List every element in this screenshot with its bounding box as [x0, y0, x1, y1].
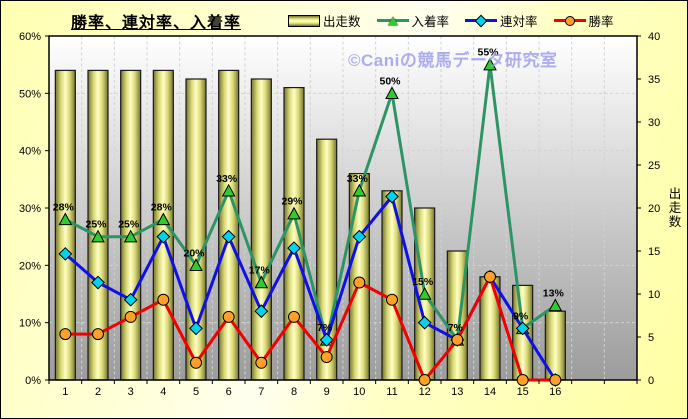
circle-line-icon	[553, 14, 586, 27]
svg-text:9%: 9%	[513, 310, 529, 322]
legend-label-win-rate: 勝率	[588, 15, 614, 29]
svg-text:出: 出	[669, 187, 682, 201]
svg-text:20%: 20%	[19, 260, 41, 272]
svg-text:55%: 55%	[477, 47, 499, 59]
svg-text:29%: 29%	[281, 196, 303, 208]
svg-text:0: 0	[648, 375, 654, 387]
svg-text:15: 15	[517, 386, 529, 398]
svg-text:25%: 25%	[85, 219, 107, 231]
svg-text:28%: 28%	[151, 202, 173, 214]
svg-text:25: 25	[648, 160, 660, 172]
svg-text:33%: 33%	[216, 173, 238, 185]
legend-label-quinella-rate: 連対率	[500, 15, 538, 29]
svg-text:30: 30	[648, 117, 660, 129]
right-axis-labels: 0 5 10 15 20 25 30 35 40	[648, 31, 660, 387]
bar	[250, 78, 272, 381]
svg-text:14: 14	[484, 386, 496, 398]
svg-text:10: 10	[648, 289, 660, 301]
svg-text:20: 20	[648, 203, 660, 215]
svg-text:17%: 17%	[249, 265, 271, 277]
legend-item-win-rate: 勝率	[553, 11, 614, 30]
legend-label-starts: 出走数	[323, 15, 361, 29]
svg-text:0%: 0%	[25, 375, 41, 387]
svg-text:15%: 15%	[412, 276, 434, 288]
svg-text:35: 35	[648, 74, 660, 86]
left-axis-labels: 0% 10% 20% 30% 40% 50% 60%	[19, 31, 41, 387]
legend-label-place-rate: 入着率	[411, 15, 450, 29]
svg-text:40: 40	[648, 31, 660, 43]
win-rate-series	[59, 270, 562, 386]
place-rate-data-labels: 28% 25% 25% 28% 20% 33% 17% 29% 7% 33% 50% 15% 7% 55%…	[53, 47, 565, 334]
svg-text:7%: 7%	[317, 322, 333, 334]
svg-text:7: 7	[258, 386, 264, 398]
svg-text:走: 走	[669, 201, 682, 215]
svg-text:数: 数	[669, 214, 682, 229]
legend-item-quinella-rate: 連対率	[465, 11, 538, 30]
triangle-line-icon	[376, 14, 409, 27]
svg-text:28%: 28%	[53, 202, 75, 214]
svg-text:7%: 7%	[448, 322, 464, 334]
bar	[283, 86, 305, 381]
svg-text:10: 10	[353, 386, 365, 398]
svg-text:11: 11	[386, 386, 397, 398]
svg-text:5: 5	[648, 332, 654, 344]
svg-text:13: 13	[451, 386, 463, 398]
bar	[152, 69, 174, 381]
svg-text:3: 3	[128, 386, 134, 398]
svg-text:12: 12	[419, 386, 431, 398]
svg-text:15: 15	[648, 246, 660, 258]
svg-text:33%: 33%	[347, 173, 369, 185]
svg-text:13%: 13%	[543, 288, 565, 300]
legend: 出走数 入着率 連対率 勝率	[288, 11, 614, 30]
diamond-line-icon	[465, 14, 498, 27]
svg-text:6: 6	[226, 386, 232, 398]
svg-text:50%: 50%	[379, 75, 401, 87]
gridlines	[49, 36, 637, 380]
svg-text:1: 1	[62, 386, 68, 398]
svg-text:5: 5	[193, 386, 199, 398]
svg-text:9: 9	[324, 386, 330, 398]
legend-item-starts: 出走数	[288, 11, 361, 30]
svg-text:50%: 50%	[19, 88, 41, 100]
svg-text:2: 2	[95, 386, 101, 398]
svg-text:4: 4	[160, 386, 166, 398]
svg-text:30%: 30%	[19, 203, 41, 215]
x-axis-labels: 1 2 3 4 5 6 7 8 9 10 11 12 13 14 15 16	[62, 386, 561, 398]
bar	[218, 69, 240, 381]
svg-text:8: 8	[291, 386, 297, 398]
right-axis-title: 出走数	[669, 187, 682, 229]
svg-text:40%: 40%	[19, 146, 41, 158]
svg-text:25%: 25%	[118, 219, 140, 231]
chart-title: 勝率、連対率、入着率	[71, 15, 242, 32]
svg-text:10%: 10%	[19, 318, 41, 330]
bar-swatch-icon	[288, 14, 320, 27]
svg-text:16: 16	[549, 386, 561, 398]
svg-text:60%: 60%	[19, 31, 41, 43]
axis-ticks	[45, 35, 641, 384]
svg-text:20%: 20%	[183, 247, 205, 259]
legend-item-place-rate: 入着率	[376, 11, 450, 30]
